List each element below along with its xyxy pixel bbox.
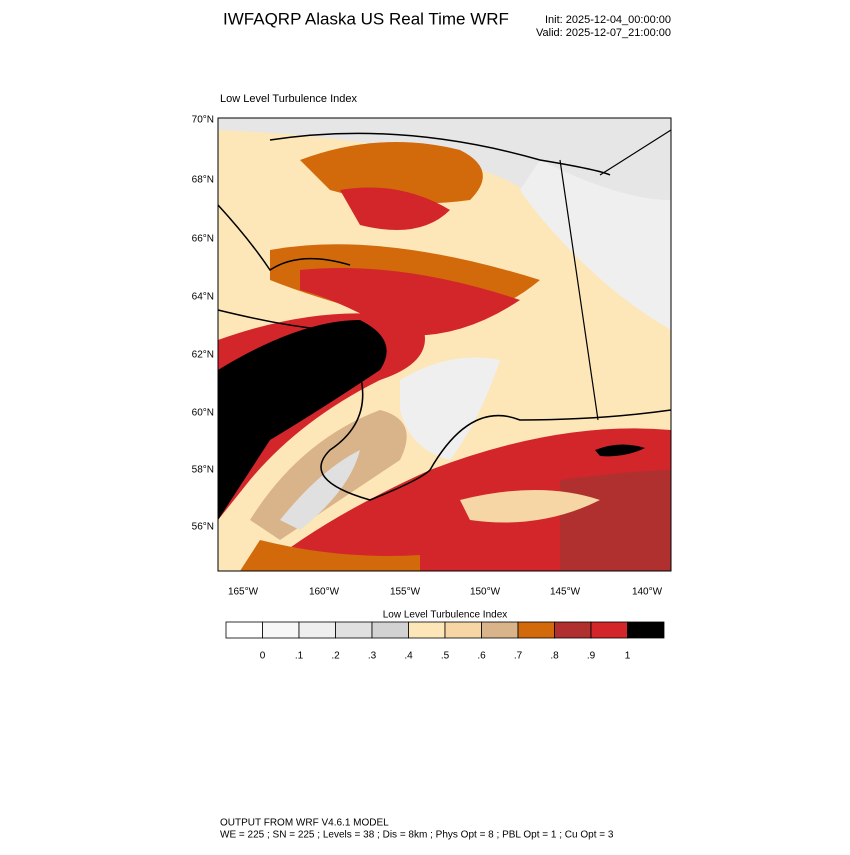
lat-label: 58°N bbox=[192, 465, 214, 476]
page-title: IWFAQRP Alaska US Real Time WRF bbox=[223, 9, 509, 28]
map-field bbox=[217, 117, 672, 572]
lon-labels: 165°W 160°W 155°W 150°W 145°W 140°W bbox=[228, 587, 663, 598]
colorbar-label: .1 bbox=[295, 651, 304, 662]
colorbar-label: .2 bbox=[331, 651, 340, 662]
colorbar-title: Low Level Turbulence Index bbox=[383, 610, 508, 621]
lat-label: 56°N bbox=[192, 522, 214, 533]
colorbar-box bbox=[262, 621, 300, 639]
footer-line: OUTPUT FROM WRF V4.6.1 MODEL bbox=[220, 818, 389, 829]
colorbar-box bbox=[627, 621, 665, 639]
lat-label: 60°N bbox=[192, 408, 214, 419]
lat-label: 66°N bbox=[192, 234, 214, 245]
lon-label: 165°W bbox=[228, 587, 259, 598]
lon-label: 155°W bbox=[390, 587, 421, 598]
lat-label: 64°N bbox=[192, 292, 214, 303]
colorbar-label: .4 bbox=[404, 651, 413, 662]
colorbar-box bbox=[225, 621, 263, 639]
colorbar-box bbox=[408, 621, 446, 639]
colorbar-label: .3 bbox=[368, 651, 377, 662]
colorbar-box bbox=[554, 621, 592, 639]
colorbar: 0 .1 .2 .3 .4 .5 .6 .7 .8 .9 1 bbox=[225, 621, 665, 662]
lon-label: 145°W bbox=[550, 587, 581, 598]
colorbar-box bbox=[517, 621, 555, 639]
colorbar-label: .6 bbox=[477, 651, 486, 662]
lat-label: 68°N bbox=[192, 175, 214, 186]
colorbar-label: .5 bbox=[441, 651, 450, 662]
colorbar-label: 0 bbox=[260, 651, 266, 662]
map-title: Low Level Turbulence Index bbox=[220, 93, 357, 105]
colorbar-label: .7 bbox=[514, 651, 523, 662]
colorbar-box bbox=[298, 621, 336, 639]
colorbar-label: .8 bbox=[550, 651, 559, 662]
colorbar-box bbox=[335, 621, 373, 639]
colorbar-box bbox=[590, 621, 628, 639]
colorbar-box bbox=[481, 621, 519, 639]
lat-labels: 70°N 68°N 66°N 64°N 62°N 60°N 58°N 56°N bbox=[192, 115, 214, 533]
colorbar-box bbox=[371, 621, 409, 639]
colorbar-box bbox=[444, 621, 482, 639]
lat-label: 62°N bbox=[192, 350, 214, 361]
colorbar-label: .9 bbox=[587, 651, 596, 662]
lon-label: 160°W bbox=[309, 587, 340, 598]
valid-time: Valid: 2025-12-07_21:00:00 bbox=[536, 27, 671, 39]
footer-line: WE = 225 ; SN = 225 ; Levels = 38 ; Dis … bbox=[220, 830, 614, 841]
colorbar-label: 1 bbox=[625, 651, 631, 662]
lon-label: 140°W bbox=[632, 587, 663, 598]
lat-label: 70°N bbox=[192, 115, 214, 126]
lon-label: 150°W bbox=[470, 587, 501, 598]
init-time: Init: 2025-12-04_00:00:00 bbox=[545, 14, 671, 26]
